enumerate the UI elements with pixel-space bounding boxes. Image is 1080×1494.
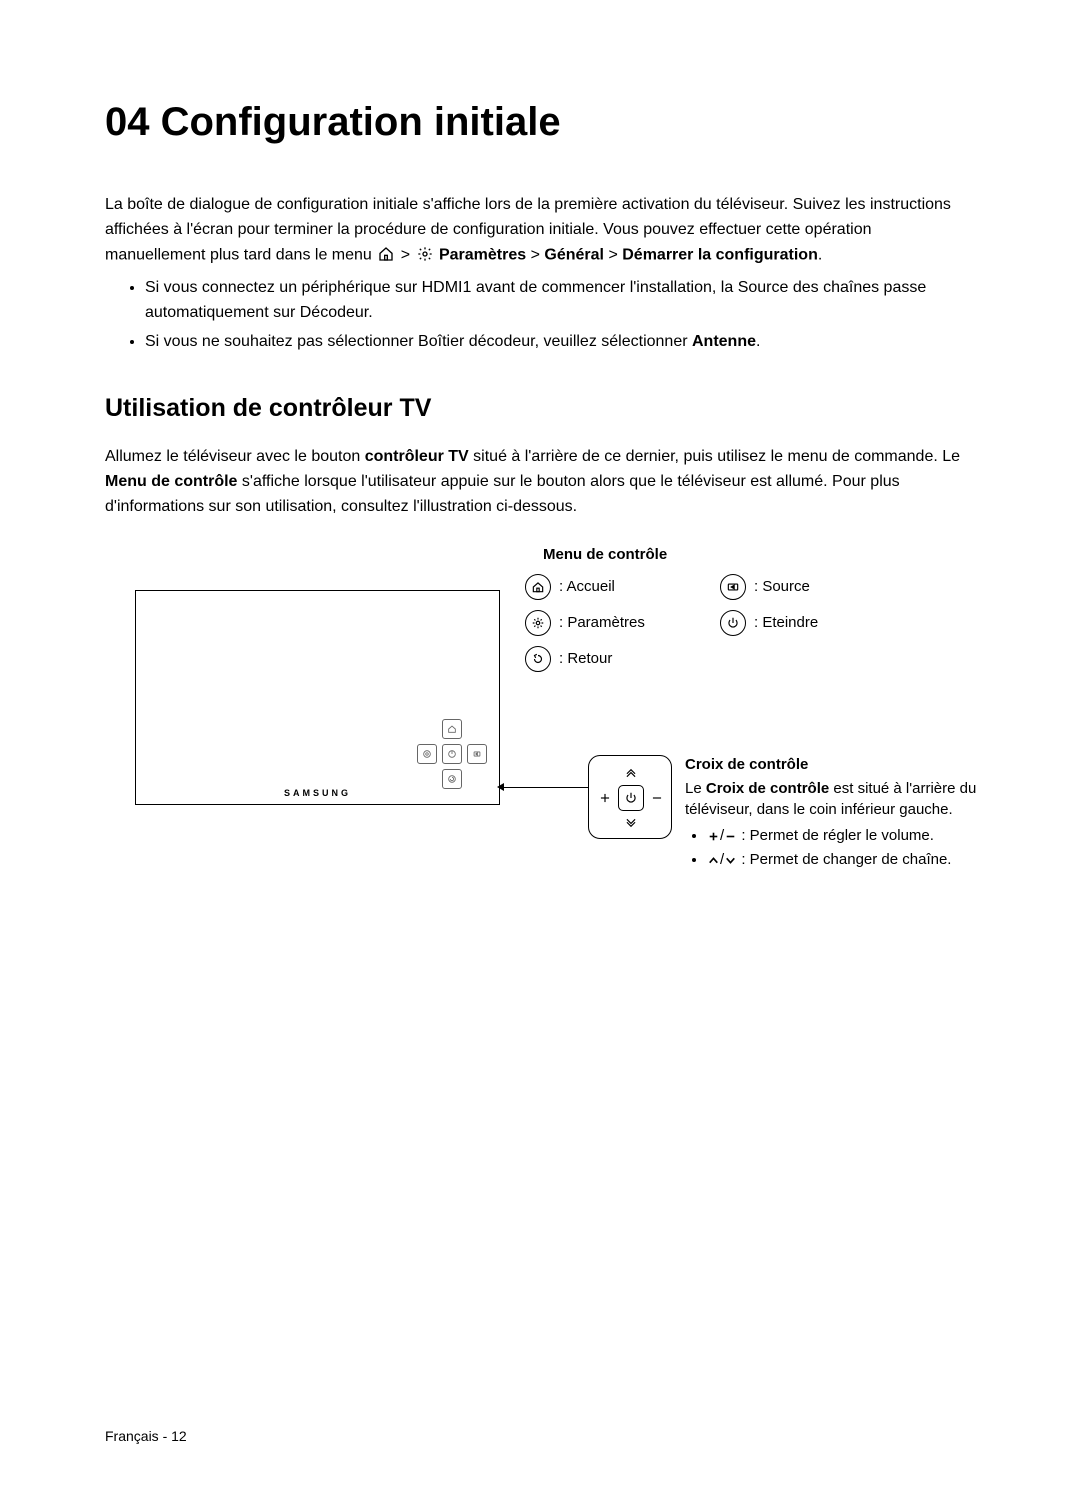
cross-description: Croix de contrôle Le Croix de contrôle e… — [685, 754, 980, 873]
menu-off: : Eteindre — [720, 610, 915, 636]
cross-body-pre: Le — [685, 780, 706, 797]
menu-home-label: : Accueil — [559, 578, 615, 595]
control-menu-grid: : Accueil : Source : Paramètres : Eteind… — [525, 574, 955, 682]
tv-outline: SAMSUNG — [135, 590, 500, 805]
menu-source: : Source — [720, 574, 915, 600]
menu-source-label: : Source — [754, 578, 810, 595]
home-icon — [525, 574, 551, 600]
sub-heading: Utilisation de contrôleur TV — [105, 394, 975, 423]
minus-icon — [724, 825, 737, 847]
path-sep-1: > — [401, 246, 415, 263]
control-cross — [588, 755, 672, 839]
minus-icon — [644, 785, 670, 811]
bullet-2-bold: Antenne — [692, 333, 756, 350]
chevron-down-icon — [618, 811, 644, 837]
home-icon — [378, 243, 394, 268]
mini-power-icon — [442, 744, 462, 764]
intro-post: . — [818, 246, 822, 263]
cross-body-bold: Croix de contrôle — [706, 780, 829, 797]
source-icon — [720, 574, 746, 600]
cross-title: Croix de contrôle — [685, 754, 980, 776]
menu-settings-label: : Paramètres — [559, 614, 645, 631]
menu-home: : Accueil — [525, 574, 720, 600]
path-sep-2: > — [531, 246, 545, 263]
gear-icon — [417, 243, 433, 268]
path-general: Général — [544, 246, 604, 263]
bullet-1: Si vous connectez un périphérique sur HD… — [145, 276, 975, 326]
body-b1: contrôleur TV — [365, 448, 469, 465]
bullet-2: Si vous ne souhaitez pas sélectionner Bo… — [145, 330, 975, 355]
bullet-2-pre: Si vous ne souhaitez pas sélectionner Bo… — [145, 333, 692, 350]
figure: SAMSUNG Menu de contrôle : Accueil — [105, 550, 975, 910]
section-body: Allumez le téléviseur avec le bouton con… — [105, 445, 975, 519]
gear-icon — [525, 610, 551, 636]
chevron-up-icon — [707, 849, 720, 871]
chevron-down-icon — [724, 849, 737, 871]
body-pre: Allumez le téléviseur avec le bouton — [105, 448, 365, 465]
mini-return-icon — [442, 769, 462, 789]
mini-source-icon — [467, 744, 487, 764]
bullet-2-post: . — [756, 333, 760, 350]
path-params: Paramètres — [439, 246, 526, 263]
menu-return: : Retour — [525, 646, 720, 672]
tv-logo: SAMSUNG — [284, 788, 351, 798]
intro-text-pre: La boîte de dialogue de configuration in… — [105, 196, 951, 263]
body-mid1: situé à l'arrière de ce dernier, puis ut… — [469, 448, 960, 465]
menu-off-label: : Eteindre — [754, 614, 818, 631]
cross-body: Le Croix de contrôle est situé à l'arriè… — [685, 778, 980, 822]
cross-list: / : Permet de régler le volume. / : Perm… — [685, 825, 980, 871]
plus-icon — [707, 825, 720, 847]
leader-arrow — [497, 783, 504, 791]
cross-li2-text: : Permet de changer de chaîne. — [737, 851, 951, 868]
menu-settings: : Paramètres — [525, 610, 720, 636]
plus-icon — [592, 785, 618, 811]
page-heading: 04 Configuration initiale — [105, 100, 975, 145]
cross-li-volume: / : Permet de régler le volume. — [707, 825, 980, 847]
intro-paragraph: La boîte de dialogue de configuration in… — [105, 193, 975, 268]
cross-li-channel: / : Permet de changer de chaîne. — [707, 849, 980, 871]
intro-bullets: Si vous connectez un périphérique sur HD… — [105, 276, 975, 354]
power-icon — [618, 785, 644, 811]
menu-return-label: : Retour — [559, 650, 612, 667]
path-start: Démarrer la configuration — [622, 246, 818, 263]
page-footer: Français - 12 — [105, 1428, 187, 1444]
menu-title: Menu de contrôle — [543, 546, 667, 563]
path-sep-3: > — [608, 246, 622, 263]
power-icon — [720, 610, 746, 636]
return-icon — [525, 646, 551, 672]
mini-gear-icon — [417, 744, 437, 764]
chevron-up-icon — [618, 759, 644, 785]
mini-home-icon — [442, 719, 462, 739]
tv-button-cluster — [417, 719, 487, 789]
cross-li1-text: : Permet de régler le volume. — [737, 827, 934, 844]
leader-line — [500, 787, 588, 788]
body-b2: Menu de contrôle — [105, 473, 237, 490]
